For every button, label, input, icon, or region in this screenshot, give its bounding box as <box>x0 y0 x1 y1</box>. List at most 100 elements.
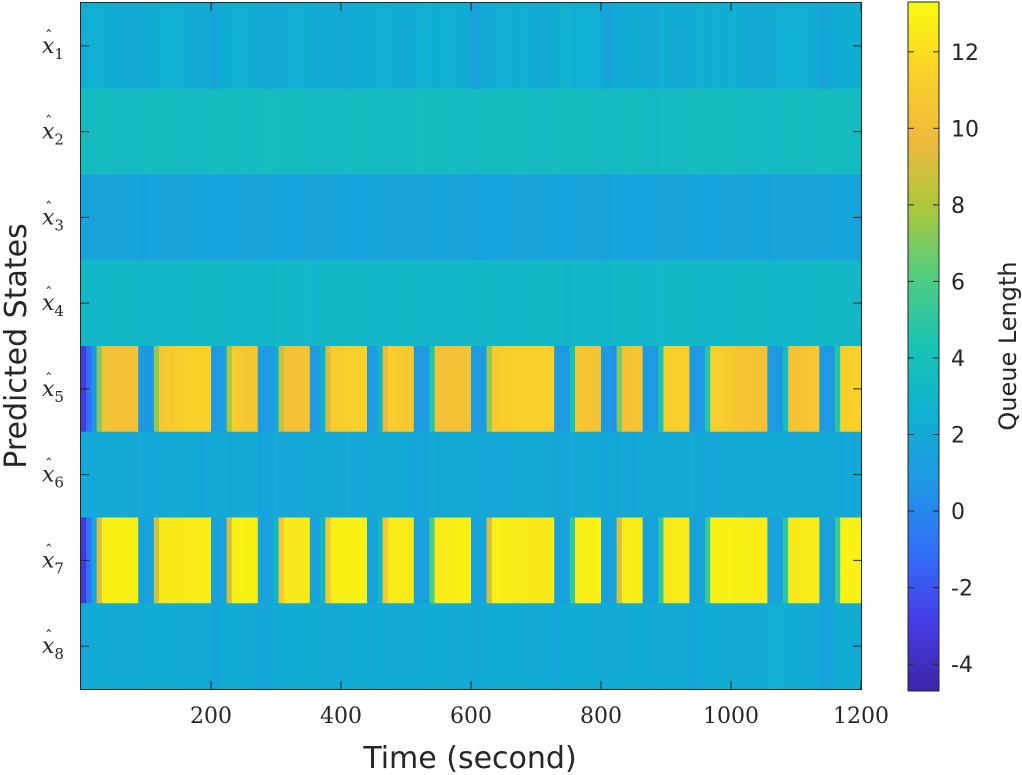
heatmap-cell <box>549 517 555 604</box>
heatmap-cell <box>419 260 425 347</box>
heatmap-cell <box>762 603 768 690</box>
heatmap-cell <box>367 517 373 604</box>
heatmap-cell <box>549 3 555 90</box>
heatmap-cell <box>497 174 503 261</box>
heatmap-cell <box>86 431 92 519</box>
heatmap-cell <box>101 260 108 347</box>
heatmap-cell <box>533 174 540 261</box>
heatmap-cell <box>382 88 389 176</box>
heatmap-cell <box>746 517 753 604</box>
heatmap-cell <box>226 260 233 347</box>
heatmap-cell <box>653 3 659 90</box>
heatmap-cell <box>601 88 607 176</box>
heatmap-cell <box>637 174 644 261</box>
heatmap-cell <box>278 431 285 519</box>
heatmap-cell <box>731 88 737 176</box>
heatmap-cell <box>273 517 280 604</box>
heatmap-cell <box>819 517 826 604</box>
heatmap-cell <box>590 346 597 433</box>
heatmap-cell <box>824 603 831 690</box>
heatmap-cell <box>195 260 202 347</box>
heatmap-cell <box>788 603 794 690</box>
heatmap-cell <box>195 174 202 261</box>
heatmap-cell <box>533 3 540 90</box>
heatmap-cell <box>226 88 233 176</box>
heatmap-cell <box>294 346 300 433</box>
heatmap-cell <box>777 174 784 261</box>
heatmap-cell <box>309 431 316 519</box>
heatmap-cell <box>299 346 306 433</box>
heatmap-cell <box>299 3 306 90</box>
heatmap-cell <box>403 174 410 261</box>
heatmap-cell <box>757 346 763 433</box>
heatmap-cell <box>590 260 597 347</box>
heatmap-cell <box>195 431 202 519</box>
heatmap-cell <box>668 431 675 519</box>
heatmap-cell <box>715 603 722 690</box>
heatmap-cell <box>325 3 332 90</box>
heatmap-cell <box>658 88 664 176</box>
heatmap-cell <box>122 603 129 690</box>
heatmap-cell <box>361 3 368 90</box>
heatmap-cell <box>627 603 633 690</box>
heatmap-cell <box>507 174 514 261</box>
heatmap-cell <box>845 174 852 261</box>
colorbar-axis: 12 10 8 6 4 2 0 -2 -4 <box>908 41 979 678</box>
heatmap-cell <box>829 260 836 347</box>
heatmap-cell <box>569 603 576 690</box>
heatmap-cell <box>320 346 326 433</box>
heatmap-cell <box>595 174 602 261</box>
x-tick-label: 200 <box>190 704 232 729</box>
heatmap-cell <box>809 260 815 347</box>
heatmap-cell <box>346 517 352 604</box>
heatmap-cell <box>413 346 420 433</box>
heatmap-cell <box>221 88 228 176</box>
heatmap-cell <box>361 603 368 690</box>
heatmap-cell <box>252 174 259 261</box>
heatmap-cell <box>731 346 737 433</box>
heatmap-cell <box>554 603 560 690</box>
heatmap-cell <box>538 260 545 347</box>
heatmap-cell <box>174 88 181 176</box>
heatmap-cell <box>559 260 566 347</box>
heatmap-cell <box>471 3 477 90</box>
heatmap-cell <box>398 346 404 433</box>
heatmap-cell <box>679 603 685 690</box>
heatmap-cell <box>408 260 415 347</box>
heatmap-cell <box>278 517 285 604</box>
x-tick-label: 600 <box>450 704 492 729</box>
heatmap-cell <box>783 346 789 433</box>
heatmap-cell <box>814 346 820 433</box>
heatmap-cell <box>559 603 566 690</box>
heatmap-cell <box>153 260 160 347</box>
heatmap-cell <box>663 517 670 604</box>
heatmap-cell <box>751 346 758 433</box>
heatmap-cell <box>460 174 467 261</box>
heatmap-cell <box>86 260 92 347</box>
heatmap-cell <box>476 260 482 347</box>
heatmap-cell <box>96 346 103 433</box>
heatmap-cell <box>497 517 503 604</box>
heatmap-cell <box>221 603 228 690</box>
heatmap-cell <box>341 260 347 347</box>
heatmap-cell <box>564 174 571 261</box>
heatmap-cell <box>684 174 690 261</box>
heatmap-cell <box>153 603 160 690</box>
heatmap-cell <box>642 517 649 604</box>
heatmap-cell <box>517 260 524 347</box>
heatmap-cell <box>580 260 586 347</box>
heatmap-cell <box>523 174 529 261</box>
heatmap-cell <box>559 3 566 90</box>
heatmap-cell <box>133 174 139 261</box>
heatmap-cell <box>200 517 207 604</box>
heatmap-cell <box>798 174 805 261</box>
heatmap-cell <box>845 603 852 690</box>
heatmap-cell <box>653 431 659 519</box>
heatmap-cell <box>543 346 550 433</box>
heatmap-cell <box>772 346 779 433</box>
heatmap-cell <box>543 517 550 604</box>
state-hat-mark: ˆ <box>45 284 53 302</box>
heatmap-cell <box>767 346 774 433</box>
heatmap-cell <box>325 174 332 261</box>
heatmap-cell <box>819 88 826 176</box>
